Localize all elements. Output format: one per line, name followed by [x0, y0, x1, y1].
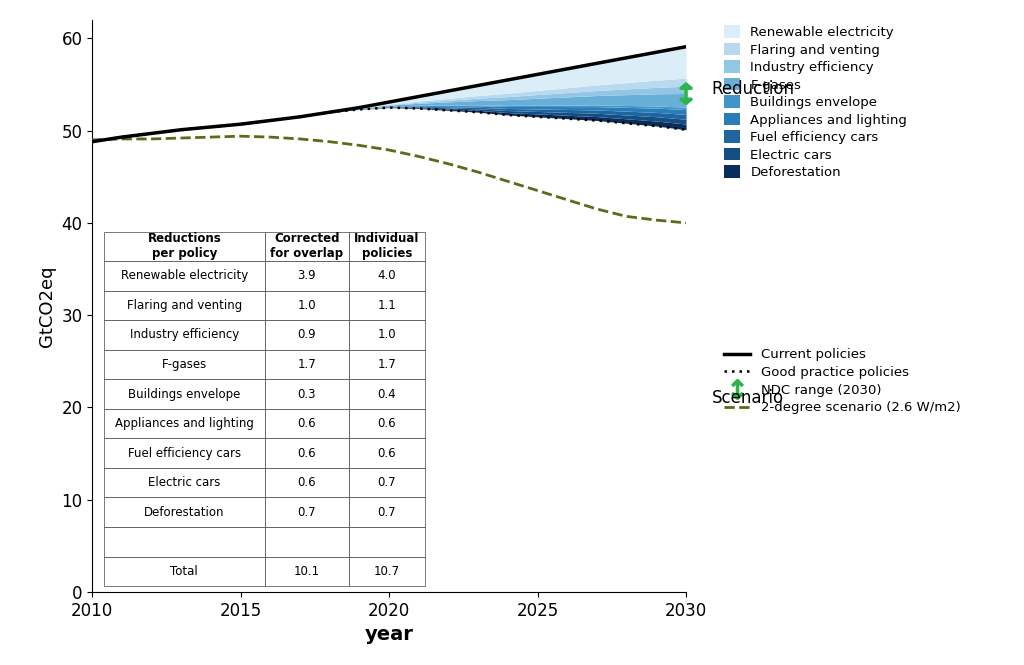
Y-axis label: GtCO2eq: GtCO2eq: [38, 265, 55, 346]
Text: Reduction: Reduction: [712, 80, 795, 98]
X-axis label: year: year: [365, 625, 414, 644]
Legend: Current policies, Good practice policies, NDC range (2030), 2-degree scenario (2: Current policies, Good practice policies…: [719, 343, 966, 420]
Text: Scenario: Scenario: [712, 389, 783, 407]
